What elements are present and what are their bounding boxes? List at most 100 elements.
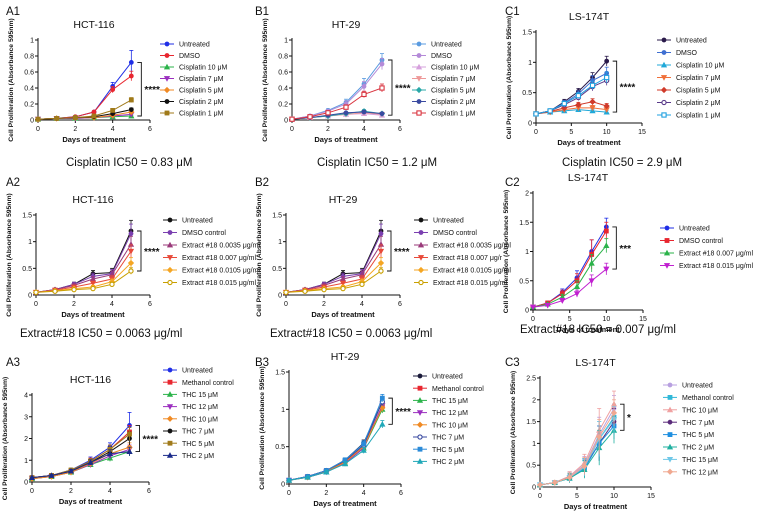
significance-bracket-c1 [612,60,618,113]
legend-label: Cisplatin 1 μM [431,111,476,118]
y-tick-label: 4 [24,393,28,400]
legend-label: Cisplatin 5 μM [431,88,476,95]
y-tick-label: 1 [528,60,532,67]
x-tick-label: 0 [34,301,38,308]
legend-marker [418,230,424,235]
x-tick-label: 2 [69,488,73,495]
data-point [339,280,347,287]
data-point [127,259,135,267]
legend-entry-a2-2: Extract #18 0.0035 μg/ml [163,241,260,250]
series-c2-2 [529,238,610,310]
chart-title-a1: HCT-116 [73,19,114,31]
legend-entry-c3-5: THC 2 μM [663,443,714,452]
legend-label: Cisplatin 10 μM [179,65,228,72]
significance-bracket-c3 [620,403,625,431]
series-line [31,446,130,480]
y-tick-label: 0.5 [22,266,32,273]
data-point [343,110,349,116]
legend-entry-c3-2: THC 10 μM [663,406,718,414]
legend-marker [164,99,170,104]
legend-label: Untreated [431,42,462,49]
y-tick-label: 0 [24,480,28,487]
legend-marker [666,456,674,463]
x-tick-label: 0 [36,126,40,133]
chart-title-c2: LS-174T [568,172,609,184]
y-tick-label: 1 [525,249,529,256]
legend-label: Untreated [679,226,710,233]
y-tick-label: 0.6 [24,70,34,77]
chart-title-a2: HCT-116 [72,194,113,206]
series-c2-0 [530,217,609,310]
series-b3-7 [285,420,386,483]
y-tick-label: 1.5 [22,213,32,220]
legend-entry-a2-0: Untreated [163,217,213,225]
legend-entry-b2-0: Untreated [414,217,464,225]
legend-entry-b3-0: Untreated [413,373,463,381]
data-point [610,409,618,417]
legend-label: Cisplatin 5 μM [676,88,721,95]
legend-marker [416,110,422,116]
legend-marker [661,99,667,106]
series-a1-6 [35,97,134,122]
legend-marker [166,266,174,274]
legend-label: Untreated [182,218,213,225]
data-point [379,421,386,427]
legend-marker [664,225,670,231]
series-b3-4 [285,403,386,484]
legend-label: Methanol control [432,386,484,393]
legend-entry-c3-7: THC 12 μM [663,468,718,476]
y-tick-label: 1.5 [275,370,285,377]
data-point [361,109,367,115]
series-line [288,405,383,481]
legend-label: Untreated [182,368,213,375]
significance-label-a2: **** [144,247,160,258]
y-axis-label-a3: Cell Proliferation (Absorbance 595nm) [2,377,9,501]
data-point [378,268,384,274]
series-line [532,268,607,308]
data-point [48,472,55,478]
series-line [31,431,130,479]
data-point [128,60,134,65]
legend-entry-b3-2: THC 15 μM [413,397,468,405]
legend-label: THC 2 μM [682,445,714,452]
data-point [340,285,346,292]
series-line [31,448,130,480]
legend-entry-a1-5: Cisplatin 2 μM [160,99,224,106]
legend-entry-a3-4: THC 10 μM [163,415,218,423]
data-point [126,448,133,454]
legend-marker [167,428,173,434]
legend-label: DMSO control [182,230,226,237]
legend-marker [417,255,425,261]
series-line [37,62,132,120]
legend-entry-b2-1: DMSO control [414,230,477,237]
x-tick-label: 0 [531,316,535,323]
legend-marker [416,410,424,416]
series-line [532,226,607,308]
legend-label: DMSO [431,53,453,60]
legend-entry-a3-3: THC 12 μM [163,404,218,411]
legend-label: THC 12 μM [432,410,468,417]
chart-a3: A3 HCT-116 0 2 4 6 0 1 2 3 4 Days of treatment Cell … [2,357,234,506]
series-b3-2 [285,405,386,483]
legend-entry-b1-1: DMSO [412,53,453,60]
chart-c1: C1 LS-174T 0 5 10 15 0 0.5 1 1.5 Days of treatment… [505,6,725,147]
series-line [31,425,130,479]
panel-label-a2: A2 [6,177,20,189]
data-point [604,58,610,64]
legend-label: THC 15 μM [182,392,218,399]
data-point [91,113,97,119]
x-tick-label: 2 [73,126,77,133]
x-tick-label: 5 [569,129,573,136]
series-line [291,87,383,120]
series-c3-6 [536,405,618,489]
legend-marker [418,217,424,223]
legend-entry-b1-4: Cisplatin 5 μM [412,86,476,95]
legend-entry-a1-0: Untreated [160,42,210,49]
panel-label-c3: C3 [505,357,520,369]
x-axis-label-c1: Days of treatment [557,138,621,147]
x-tick-label: 15 [639,316,647,323]
data-point [529,304,537,311]
y-tick-label: 1.5 [272,213,282,220]
series-b1-0 [289,53,385,122]
